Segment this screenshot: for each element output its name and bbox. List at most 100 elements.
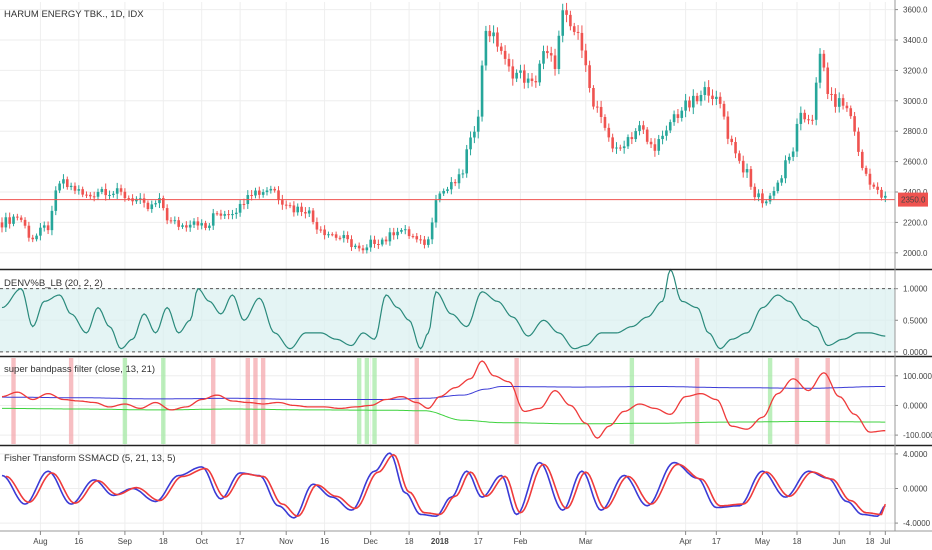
candle-body (853, 116, 856, 132)
x-tick-label: 17 (474, 537, 483, 546)
candle-body (499, 46, 503, 51)
candle-body (165, 208, 169, 221)
candle-body (196, 221, 200, 226)
candle-body (50, 210, 54, 231)
candle-body (784, 160, 787, 179)
candle-body (219, 213, 223, 216)
candle-body (450, 182, 453, 190)
signal-highlight (825, 358, 830, 444)
candle-body (242, 203, 246, 205)
signal-highlight (11, 358, 16, 444)
candle-body (281, 200, 284, 205)
candle-body (772, 191, 776, 196)
candle-body (791, 151, 795, 157)
candle-body (154, 203, 157, 205)
candle-body (273, 188, 276, 191)
candle-body (465, 149, 469, 174)
candle-body (599, 106, 603, 117)
signal-highlight (161, 358, 166, 444)
candle-body (730, 138, 733, 142)
candle-body (204, 223, 207, 228)
candle-body (215, 213, 219, 215)
candle-body (834, 94, 837, 107)
candle-body (200, 223, 204, 226)
bandpass-axis: 100.0000 0.0000 -100.0000 (895, 372, 932, 440)
candle-body (638, 125, 641, 132)
candle-body (146, 202, 150, 210)
candle-body (868, 173, 872, 185)
candle-body (549, 53, 553, 56)
signal-highlight (68, 358, 74, 444)
fisher-title: Fisher Transform SSMACD (5, 21, 13, 5) (4, 453, 176, 464)
candle-body (534, 81, 538, 83)
candle-body (764, 201, 768, 204)
candle-body (211, 213, 215, 226)
x-tick-label: Feb (514, 537, 528, 546)
candle-body (388, 232, 392, 242)
candle-body (492, 32, 495, 37)
bandpass-series-line (1, 360, 886, 439)
fisher-axis: 4.0000 0.0000 -4.0000 (895, 450, 931, 528)
symbol-title: HARUM ENERGY TBK., 1D, IDX (4, 9, 144, 20)
candle-body (876, 186, 879, 190)
candle-body (42, 225, 46, 228)
x-tick-label: Mar (579, 537, 593, 546)
candle-body (108, 194, 111, 196)
candle-body (745, 169, 749, 173)
signal-highlight (629, 358, 635, 444)
candle-body (19, 217, 23, 220)
candle-body (676, 114, 680, 118)
candle-body (749, 169, 753, 187)
candle-body (150, 204, 154, 210)
candle-body (588, 65, 591, 88)
candle-body (415, 236, 419, 240)
candle-body (12, 216, 15, 224)
y-tick-label: 0.0000 (903, 485, 928, 494)
candle-body (39, 227, 42, 236)
candle-body (334, 234, 338, 238)
candle-body (826, 67, 830, 94)
candle-body (830, 93, 833, 95)
signal-highlight (122, 358, 128, 444)
y-tick-label: 3200.0 (903, 66, 928, 75)
candle-body (327, 234, 330, 236)
candle-body (496, 32, 499, 47)
candle-body (884, 195, 887, 198)
y-tick-label: 3400.0 (903, 36, 928, 45)
x-tick-label: 16 (320, 537, 329, 546)
x-tick-label: Apr (679, 537, 692, 546)
candle-body (127, 198, 131, 200)
candle-body (822, 53, 826, 68)
price-pane: 3600.0 3400.0 3200.0 3000.0 2800.0 2600.0 2400… (0, 2, 928, 258)
y-tick-label: -4.0000 (903, 519, 931, 528)
candle-body (142, 198, 146, 203)
candle-body (672, 114, 676, 123)
candle-body (584, 50, 588, 66)
candle-body (880, 189, 883, 198)
x-tick-label: 17 (236, 537, 245, 546)
y-tick-label: 2200.0 (903, 218, 928, 227)
candle-body (788, 156, 791, 161)
candle-body (738, 153, 741, 161)
candle-body (645, 129, 649, 142)
candle-body (315, 221, 319, 230)
candle-body (715, 96, 718, 100)
candle-body (461, 173, 465, 175)
candle-body (768, 195, 772, 202)
candle-body (54, 190, 58, 211)
candle-body (860, 151, 864, 168)
candle-body (657, 139, 661, 151)
signal-highlight (767, 358, 773, 444)
candle-body (561, 10, 565, 36)
candle-body (100, 189, 104, 192)
candle-body (642, 125, 645, 130)
candle-body (403, 229, 407, 231)
candle-body (438, 193, 442, 201)
candle-body (857, 131, 860, 152)
candle-body (757, 193, 760, 198)
candle-body (0, 222, 4, 228)
signal-highlight (245, 358, 250, 444)
candle-body (557, 35, 561, 69)
candle-body (864, 167, 868, 174)
